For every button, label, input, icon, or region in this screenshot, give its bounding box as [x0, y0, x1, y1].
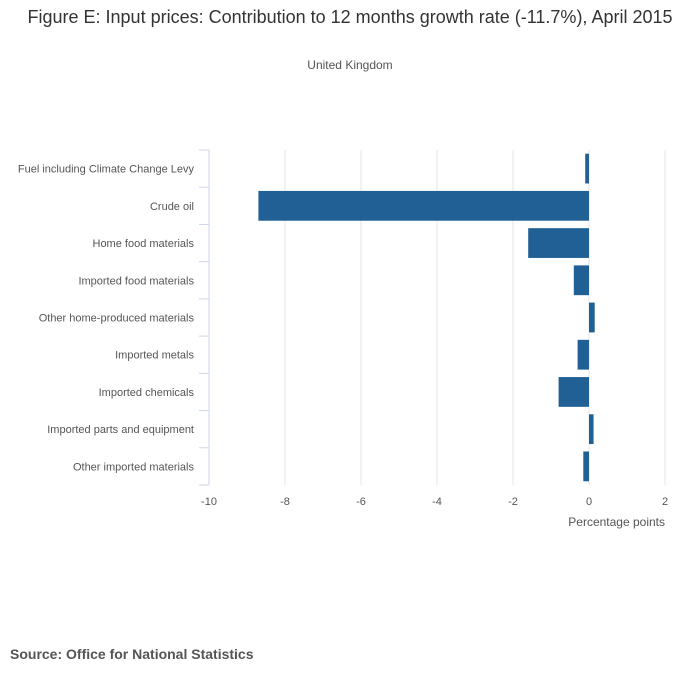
- x-tick-label: -2: [508, 496, 518, 508]
- bar: [583, 451, 589, 482]
- chart-subtitle: United Kingdom: [307, 58, 393, 72]
- bar: [577, 339, 589, 370]
- chart-title: Figure E: Input prices: Contribution to …: [27, 7, 673, 27]
- category-axis: [199, 149, 210, 486]
- bar: [589, 414, 594, 445]
- bar: [585, 153, 589, 184]
- bar: [528, 228, 589, 258]
- bar: [573, 265, 589, 296]
- x-axis-title: Percentage points: [568, 515, 665, 529]
- bars: [258, 153, 595, 482]
- x-tick-label: -6: [356, 496, 366, 508]
- bar: [258, 190, 589, 221]
- x-tick-labels: -10 -8 -6 -4 -2 0 2: [201, 496, 668, 508]
- category-label: Fuel including Climate Change Levy: [18, 164, 195, 176]
- category-label: Imported metals: [115, 350, 194, 362]
- category-label: Imported food materials: [78, 275, 194, 287]
- bar: [558, 377, 589, 407]
- category-label: Crude oil: [150, 201, 194, 213]
- category-labels: Fuel including Climate Change Levy Crude …: [18, 164, 195, 474]
- x-tick-label: 2: [662, 496, 668, 508]
- category-label: Other home-produced materials: [39, 313, 195, 325]
- category-label: Imported chemicals: [99, 387, 195, 399]
- source-note: Source: Office for National Statistics: [10, 646, 254, 662]
- x-tick-label: -8: [280, 496, 290, 508]
- x-tick-label: -10: [201, 496, 217, 508]
- category-label: Home food materials: [93, 238, 195, 250]
- bar: [589, 302, 595, 333]
- x-tick-label: -4: [432, 496, 442, 508]
- x-tick-label: 0: [586, 496, 592, 508]
- category-label: Other imported materials: [73, 461, 195, 473]
- category-label: Imported parts and equipment: [47, 424, 194, 436]
